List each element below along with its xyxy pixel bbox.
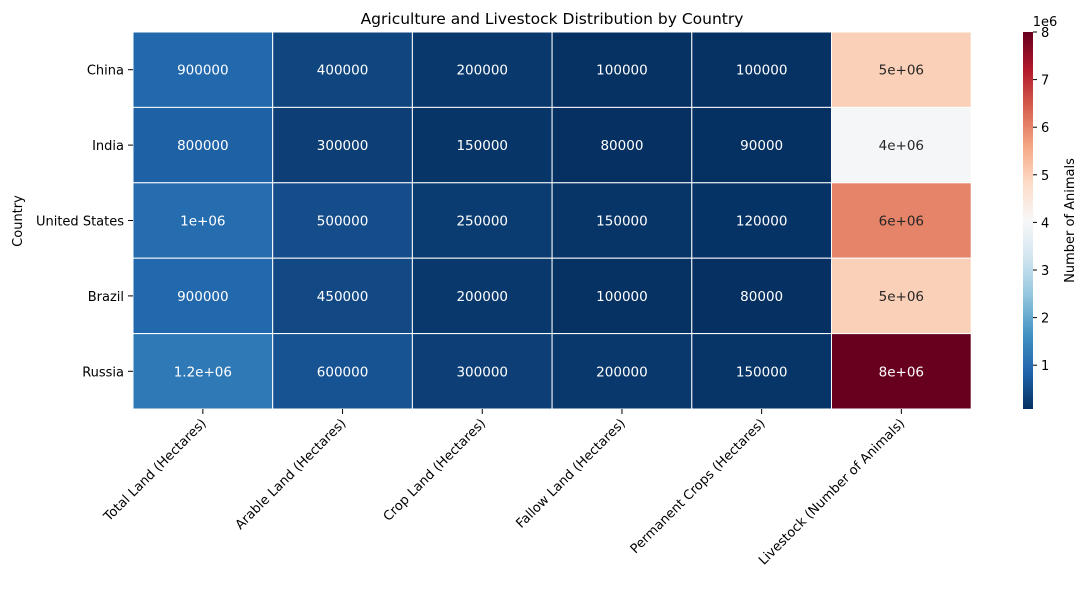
heatmap-cell-brazil-4 (551, 257, 693, 335)
heatmap-cell-label: 450000 (317, 289, 369, 305)
heatmap-cell-russia-6 (831, 333, 972, 410)
heatmap-cells (132, 31, 972, 410)
colorbar-scale-label: 1e6 (1033, 15, 1058, 30)
chart-title: Agriculture and Livestock Distribution b… (361, 10, 744, 28)
heatmap-cell-label: 100000 (596, 63, 648, 79)
heatmap-cell-india-4 (551, 106, 693, 184)
heatmap-cell-label: 300000 (317, 138, 369, 154)
y-tick-label-brazil: Brazil (88, 290, 124, 305)
heatmap-cell-label: 500000 (317, 214, 369, 230)
heatmap-cell-china-1 (132, 31, 274, 108)
heatmap-cell-china-2 (272, 31, 413, 108)
heatmap-cell-label: 150000 (456, 138, 508, 154)
heatmap-cell-label: 5e+06 (879, 289, 924, 305)
heatmap-cell-labels: 900000 400000 200000 100000 100000 5e+06 80000… (174, 63, 924, 381)
heatmap-cell-china-6 (831, 31, 972, 108)
heatmap-cell-label: 150000 (736, 364, 788, 380)
heatmap-cell-united-states-1 (132, 182, 274, 259)
heatmap-cell-label: 4e+06 (879, 138, 924, 154)
heatmap-cell-china-3 (411, 31, 553, 108)
x-tick-label-fallow-land-hectares: Fallow Land (Hectares) (514, 416, 629, 531)
heatmap-cell-label: 200000 (596, 364, 648, 380)
heatmap-cell-united-states-6 (831, 182, 972, 259)
heatmap-cell-india-6 (831, 106, 972, 184)
y-tick-label-india: India (92, 139, 124, 154)
colorbar-tick-label: 7 (1041, 74, 1049, 89)
heatmap-cell-label: 120000 (736, 214, 788, 230)
heatmap-cell-label: 6e+06 (879, 214, 924, 230)
heatmap-cell-brazil-1 (132, 257, 274, 335)
heatmap-cell-russia-3 (411, 333, 553, 410)
colorbar-tick-label: 4 (1041, 216, 1049, 231)
colorbar-tick-label: 1 (1041, 359, 1049, 374)
y-axis-ticks: China India United States Brazil Russia (36, 64, 133, 380)
colorbar-tick-label: 2 (1041, 312, 1049, 327)
heatmap-cell-russia-1 (132, 333, 274, 410)
heatmap-cell-brazil-3 (411, 257, 553, 335)
heatmap-cell-label: 5e+06 (879, 63, 924, 79)
heatmap-cell-russia-5 (691, 333, 832, 410)
colorbar-tick-label: 6 (1041, 121, 1049, 136)
y-tick-label-united-states: United States (36, 215, 124, 230)
x-tick-label-arable-land-hectares: Arable Land (Hectares) (233, 416, 350, 533)
heatmap-cell-label: 900000 (177, 289, 229, 305)
x-axis-ticks: Total Land (Hectares) Arable Land (Hectar… (101, 409, 908, 568)
heatmap-cell-brazil-2 (272, 257, 413, 335)
heatmap-cell-label: 900000 (177, 63, 229, 79)
heatmap-cell-russia-4 (551, 333, 693, 410)
heatmap-cell-label: 8e+06 (879, 364, 924, 380)
y-tick-label-russia: Russia (82, 365, 124, 380)
x-tick-label-livestock-number-of-animals: Livestock (Number of Animals) (756, 416, 908, 568)
heatmap-cell-label: 1e+06 (180, 214, 225, 230)
heatmap-cell-label: 80000 (740, 289, 783, 305)
heatmap-cell-label: 800000 (177, 138, 229, 154)
heatmap-cell-label: 200000 (456, 289, 508, 305)
heatmap-cell-brazil-5 (691, 257, 832, 335)
heatmap-cell-label: 200000 (456, 63, 508, 79)
heatmap-cell-china-5 (691, 31, 832, 108)
colorbar-label: Number of Animals (1063, 158, 1078, 283)
heatmap-cell-label: 90000 (740, 138, 783, 154)
heatmap-cell-united-states-4 (551, 182, 693, 259)
heatmap-cell-united-states-5 (691, 182, 832, 259)
x-tick-label-total-land-hectares: Total Land (Hectares) (101, 416, 210, 525)
colorbar-tick-label: 8 (1041, 26, 1049, 41)
heatmap-cell-label: 150000 (596, 214, 648, 230)
heatmap-cell-brazil-6 (831, 257, 972, 335)
heatmap-cell-united-states-2 (272, 182, 413, 259)
y-tick-label-china: China (87, 64, 124, 79)
colorbar-gradient (1023, 32, 1033, 409)
heatmap-cell-label: 100000 (736, 63, 788, 79)
heatmap-cell-label: 600000 (317, 364, 369, 380)
colorbar-tick-label: 3 (1041, 264, 1049, 279)
y-axis-label: Country (11, 195, 26, 247)
heatmap-cell-label: 100000 (596, 289, 648, 305)
heatmap-cell-united-states-3 (411, 182, 553, 259)
heatmap-cell-label: 250000 (456, 214, 508, 230)
colorbar-tick-label: 5 (1041, 169, 1049, 184)
x-tick-label-permanent-crops-hectares: Permanent Crops (Hectares) (628, 416, 769, 557)
x-tick-label-crop-land-hectares: Crop Land (Hectares) (381, 416, 489, 524)
heatmap-cell-india-2 (272, 106, 413, 184)
heatmap-cell-label: 300000 (456, 364, 508, 380)
heatmap-cell-label: 1.2e+06 (174, 364, 232, 380)
heatmap-cell-label: 400000 (317, 63, 369, 79)
heatmap-cell-china-4 (551, 31, 693, 108)
heatmap-cell-label: 80000 (600, 138, 643, 154)
